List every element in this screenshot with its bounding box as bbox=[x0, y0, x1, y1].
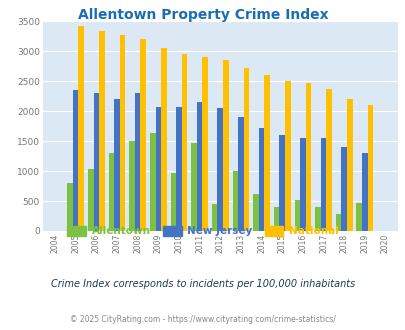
Bar bbox=[217, 108, 222, 231]
Bar bbox=[73, 90, 78, 231]
Bar bbox=[356, 203, 361, 231]
Bar bbox=[99, 31, 104, 231]
Bar bbox=[134, 93, 140, 231]
Bar bbox=[238, 117, 243, 231]
Bar bbox=[202, 57, 207, 231]
Legend: Allentown, New Jersey, National: Allentown, New Jersey, National bbox=[63, 222, 342, 241]
Bar bbox=[109, 153, 114, 231]
Bar bbox=[232, 171, 238, 231]
Bar bbox=[149, 133, 155, 231]
Bar bbox=[361, 152, 367, 231]
Bar bbox=[284, 81, 290, 231]
Bar bbox=[253, 194, 258, 231]
Bar bbox=[264, 75, 269, 231]
Bar bbox=[320, 138, 326, 231]
Bar bbox=[258, 128, 264, 231]
Bar bbox=[161, 49, 166, 231]
Bar bbox=[341, 147, 346, 231]
Bar bbox=[119, 35, 125, 231]
Bar bbox=[294, 200, 299, 231]
Bar bbox=[211, 204, 217, 231]
Bar bbox=[196, 102, 202, 231]
Bar bbox=[114, 99, 119, 231]
Bar bbox=[67, 183, 73, 231]
Bar bbox=[129, 141, 134, 231]
Bar bbox=[140, 39, 146, 231]
Bar bbox=[78, 26, 84, 231]
Bar bbox=[191, 143, 196, 231]
Bar bbox=[176, 107, 181, 231]
Text: Crime Index corresponds to incidents per 100,000 inhabitants: Crime Index corresponds to incidents per… bbox=[51, 279, 354, 289]
Bar bbox=[273, 207, 279, 231]
Bar bbox=[88, 169, 93, 231]
Bar bbox=[170, 173, 176, 231]
Bar bbox=[346, 99, 352, 231]
Bar bbox=[335, 214, 341, 231]
Bar bbox=[93, 93, 99, 231]
Bar bbox=[181, 54, 187, 231]
Text: © 2025 CityRating.com - https://www.cityrating.com/crime-statistics/: © 2025 CityRating.com - https://www.city… bbox=[70, 315, 335, 324]
Bar bbox=[222, 60, 228, 231]
Bar bbox=[305, 82, 311, 231]
Bar bbox=[367, 105, 372, 231]
Bar bbox=[299, 138, 305, 231]
Bar bbox=[279, 135, 284, 231]
Bar bbox=[243, 68, 249, 231]
Bar bbox=[314, 207, 320, 231]
Bar bbox=[326, 88, 331, 231]
Text: Allentown Property Crime Index: Allentown Property Crime Index bbox=[77, 8, 328, 22]
Bar bbox=[155, 107, 161, 231]
